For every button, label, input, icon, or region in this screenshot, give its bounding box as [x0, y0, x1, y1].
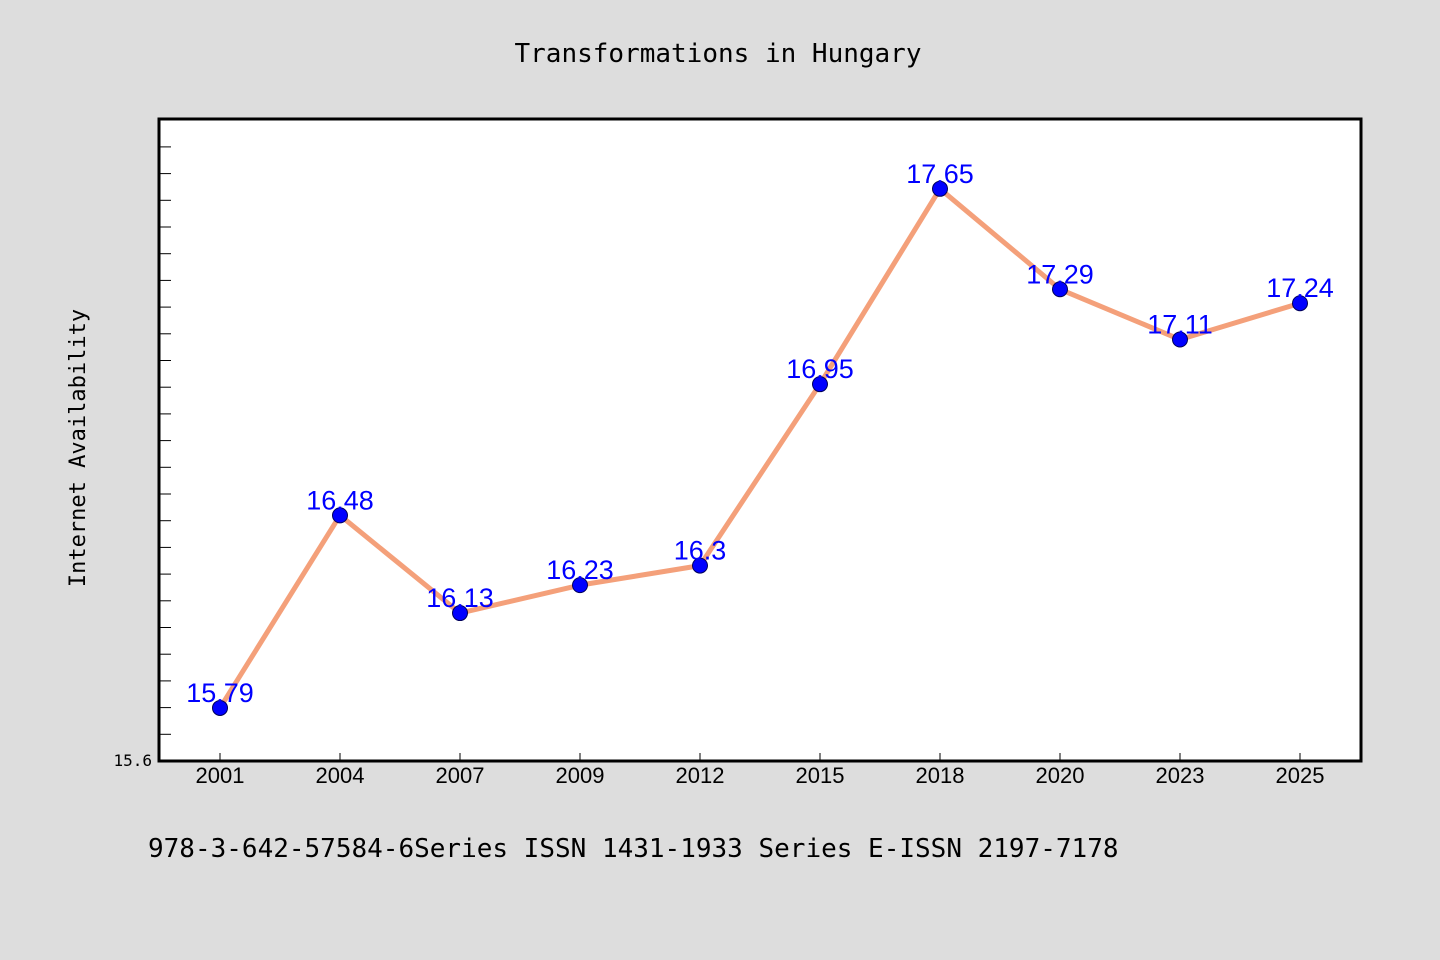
x-tick-label: 2015 [796, 763, 845, 788]
x-tick-label: 2007 [436, 763, 485, 788]
data-label: 16.3 [674, 536, 727, 566]
data-label: 17.65 [906, 159, 974, 189]
x-axis-labels: 2001 2004 2007 2009 2012 2015 2018 2020 2023 2025 [196, 763, 1325, 788]
series-markers [212, 180, 1308, 716]
x-axis-ticks [219, 753, 1301, 761]
x-tick-label: 2012 [676, 763, 725, 788]
series-line [217, 186, 1301, 710]
data-point-marker [692, 557, 708, 574]
x-tick-label: 2001 [196, 763, 245, 788]
x-tick-label: 2009 [556, 763, 605, 788]
x-tick-label: 2004 [316, 763, 365, 788]
y-axis-label: Internet Availability [66, 309, 91, 587]
x-tick-label: 2025 [1276, 763, 1325, 788]
y-axis-ticks [159, 146, 171, 762]
footer-note: 978-3-642-57584-6Series ISSN 1431-1933 S… [148, 834, 1119, 864]
y-tick-label: 15.6 [113, 751, 152, 770]
data-label: 17.24 [1266, 273, 1334, 303]
x-tick-label: 2018 [916, 763, 965, 788]
data-point-marker [932, 180, 948, 197]
data-label: 16.95 [786, 354, 854, 384]
data-label: 16.13 [426, 583, 494, 613]
plot-area [157, 117, 1363, 763]
data-label: 17.11 [1147, 310, 1213, 340]
x-tick-label: 2023 [1156, 763, 1205, 788]
data-point-marker [332, 507, 348, 524]
data-label: 16.48 [306, 485, 374, 515]
data-point-marker [1292, 295, 1308, 312]
data-label: 17.29 [1026, 259, 1094, 289]
x-tick-label: 2020 [1036, 763, 1085, 788]
data-labels: 15.79 16.48 16.13 16.23 16.3 16.95 17.65 17.29 1… [186, 159, 1334, 708]
data-point-marker [812, 376, 828, 393]
data-label: 16.23 [546, 555, 614, 585]
data-point-marker [1052, 281, 1068, 298]
data-point-marker [212, 699, 228, 716]
data-point-marker [1172, 331, 1188, 348]
data-point-marker [572, 577, 588, 594]
data-label: 15.79 [186, 678, 254, 708]
data-point-marker [452, 605, 468, 622]
chart-title: Transformations in Hungary [515, 39, 922, 69]
